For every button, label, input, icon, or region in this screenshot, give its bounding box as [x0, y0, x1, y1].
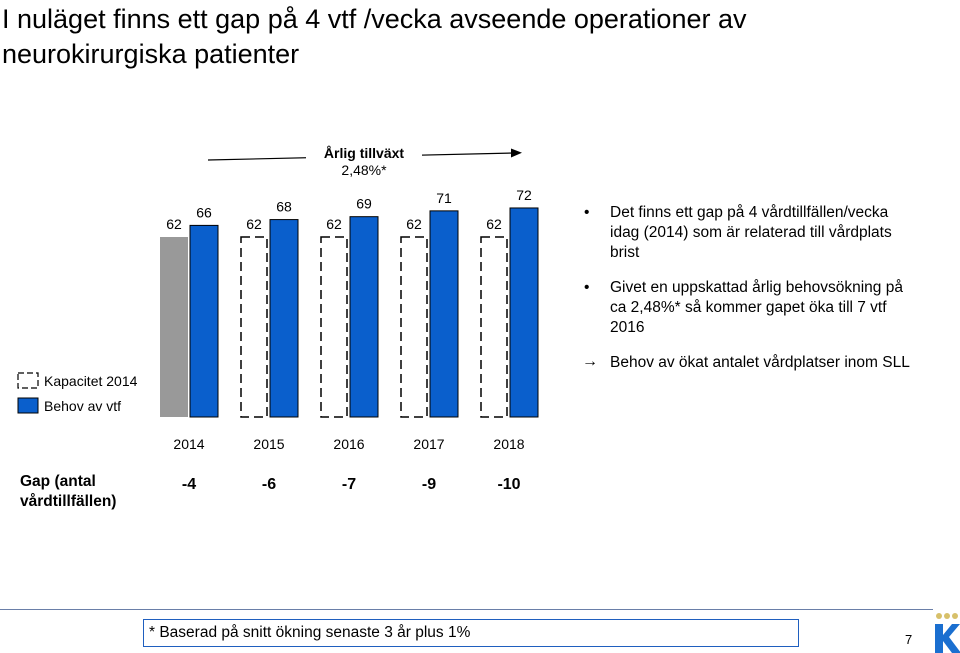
legend-capacity-swatch	[17, 372, 39, 389]
bullet-item-1: • Det finns ett gap på 4 vårdtillfällen/…	[582, 203, 912, 263]
bullet-marker: •	[584, 279, 590, 296]
need-value-label: 68	[276, 199, 292, 215]
x-tick-label: 2015	[253, 436, 284, 452]
legend-need-swatch	[17, 397, 39, 414]
growth-label-bg	[306, 142, 422, 182]
gap-value: -9	[422, 476, 436, 493]
gap-value: -6	[262, 476, 276, 493]
capacity-value-label: 62	[406, 216, 422, 232]
page-number: 7	[905, 632, 913, 647]
legend-capacity-label: Kapacitet 2014	[44, 373, 138, 389]
x-tick-label: 2017	[413, 436, 444, 452]
x-tick-label: 2018	[493, 436, 524, 452]
arrow-icon: →	[582, 353, 598, 370]
x-tick-label: 2014	[173, 436, 204, 452]
gap-label-line1: Gap (antal	[20, 473, 96, 490]
gap-value: -10	[497, 476, 520, 493]
capacity-value-label: 62	[326, 216, 342, 232]
gap-chart: 62 66 2014 -4 62 68 2015 -6 62 69 2016 -7 62 71 2017 -9…	[17, 142, 539, 510]
growth-arrow-head	[511, 148, 522, 158]
bullet-marker: •	[584, 204, 590, 221]
need-value-label: 66	[196, 204, 212, 220]
need-bar	[509, 207, 539, 418]
capacity-bar	[400, 236, 428, 418]
bullet-text: Det finns ett gap på 4 vårdtillfällen/ve…	[610, 204, 892, 261]
gap-value: -4	[182, 476, 196, 493]
need-bar	[269, 219, 299, 418]
capacity-value-label: 62	[166, 216, 182, 232]
need-bar	[429, 210, 459, 418]
growth-label-line2: 2,48%*	[341, 162, 387, 178]
capacity-value-label: 62	[246, 216, 262, 232]
sll-logo-icon	[935, 613, 960, 653]
capacity-value-label: 62	[486, 216, 502, 232]
bullet-text: Givet en uppskattad årlig behovsökning p…	[610, 279, 903, 336]
gap-value: -7	[342, 476, 356, 493]
legend-need-label: Behov av vtf	[44, 398, 121, 414]
need-bar	[349, 216, 379, 418]
capacity-bar	[480, 236, 508, 418]
capacity-bar	[320, 236, 348, 418]
footer-divider	[0, 609, 933, 610]
capacity-bar	[160, 237, 188, 417]
growth-label-line1: Årlig tillväxt	[324, 145, 404, 161]
need-bar	[189, 224, 219, 418]
need-value-label: 69	[356, 196, 372, 212]
gap-label-line2: vårdtillfällen)	[20, 493, 116, 510]
footnote: * Baserad på snitt ökning senaste 3 år p…	[143, 619, 799, 647]
bullet-item-2: • Givet en uppskattad årlig behovsökning…	[582, 278, 912, 338]
x-tick-label: 2016	[333, 436, 364, 452]
bullet-list: • Det finns ett gap på 4 vårdtillfällen/…	[582, 203, 912, 388]
bullet-text: Behov av ökat antalet vårdplatser inom S…	[610, 354, 910, 371]
page-title: I nuläget finns ett gap på 4 vtf /vecka …	[2, 4, 747, 69]
capacity-bar	[240, 236, 268, 418]
need-value-label: 72	[516, 187, 532, 203]
need-value-label: 71	[436, 190, 452, 206]
bullet-item-3: → Behov av ökat antalet vårdplatser inom…	[582, 353, 912, 373]
